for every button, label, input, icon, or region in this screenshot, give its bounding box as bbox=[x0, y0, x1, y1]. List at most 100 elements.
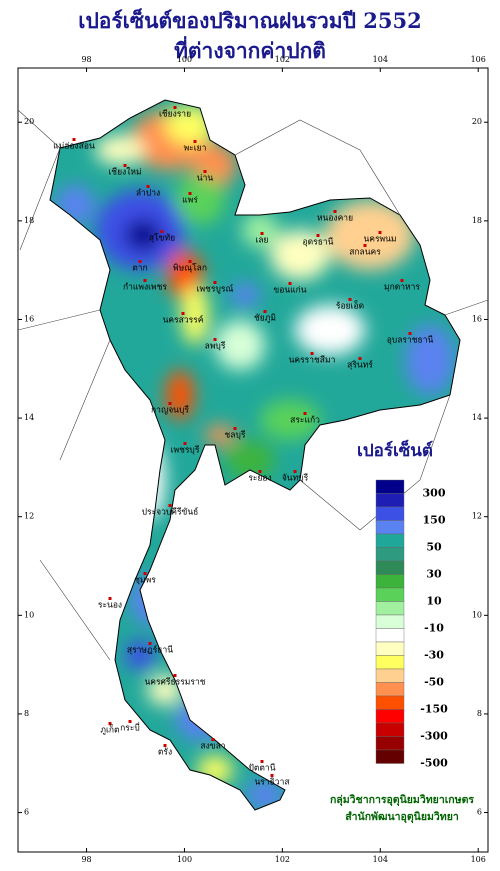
place-label: อุดรธานี bbox=[303, 237, 334, 248]
legend-swatch bbox=[375, 614, 405, 629]
legend-swatch bbox=[375, 682, 405, 697]
place-dot bbox=[293, 470, 297, 473]
legend-swatch bbox=[375, 547, 405, 562]
legend-swatch bbox=[375, 493, 405, 508]
y-tick-label: 18 bbox=[24, 216, 34, 225]
place-label: กำแพงเพชร bbox=[123, 283, 167, 293]
place-dot bbox=[183, 442, 187, 445]
place-dot bbox=[168, 504, 172, 507]
place-dot bbox=[316, 234, 320, 237]
x-tick-label: 106 bbox=[471, 55, 486, 64]
legend-swatch bbox=[375, 695, 405, 710]
legend: เปอร์เซ็นต์ 300 150 50 30 10 -10 -30 -50 -150 -30… bbox=[357, 438, 448, 770]
place-dot bbox=[148, 642, 152, 645]
legend-swatch bbox=[375, 520, 405, 535]
place-dot bbox=[108, 722, 112, 725]
legend-label: -150 bbox=[420, 703, 448, 716]
place-label: แพร่ bbox=[182, 196, 198, 206]
place-dot bbox=[260, 760, 264, 763]
place-dot bbox=[193, 140, 197, 143]
place-dot bbox=[123, 164, 127, 167]
legend-swatch bbox=[375, 722, 405, 737]
place-label: ชุมพร bbox=[134, 576, 156, 586]
country-border bbox=[49, 99, 461, 811]
place-label: เลย bbox=[255, 236, 268, 246]
place-label: ขอนแก่น bbox=[273, 286, 306, 296]
legend-label: 30 bbox=[426, 568, 442, 581]
legend-label: 10 bbox=[426, 595, 442, 608]
title-line: เปอร์เซ็นต์ของปริมาณฝนรวมปี 2552 bbox=[78, 7, 421, 33]
place-label: นครพนม bbox=[363, 235, 396, 245]
place-dot bbox=[213, 281, 217, 284]
x-tick-label: 102 bbox=[275, 55, 290, 64]
y-tick-label: 8 bbox=[477, 709, 482, 718]
place-label: กระบี่ bbox=[120, 722, 140, 734]
place-dot bbox=[72, 138, 76, 141]
legend-swatch bbox=[375, 655, 405, 670]
credit: กลุ่มวิชาการอุตุนิยมวิทยาเกษตร bbox=[330, 794, 474, 807]
place-label: นครสวรรค์ bbox=[163, 315, 204, 326]
place-dot bbox=[233, 427, 237, 430]
place-dot bbox=[270, 774, 274, 777]
place-dot bbox=[260, 232, 264, 235]
place-label: ประจวบคีรีขันธ์ bbox=[142, 507, 199, 518]
y-tick-label: 14 bbox=[24, 413, 34, 422]
legend-label: 50 bbox=[426, 541, 442, 554]
place-label: ระยอง bbox=[248, 474, 271, 484]
legend-swatch bbox=[375, 506, 405, 521]
place-dot bbox=[263, 310, 267, 313]
y-tick-label: 12 bbox=[24, 512, 34, 521]
x-tick-label: 98 bbox=[81, 855, 91, 864]
y-tick-label: 6 bbox=[24, 808, 29, 817]
place-dot bbox=[348, 298, 352, 301]
legend-label: -50 bbox=[424, 676, 444, 689]
place-label: หนองคาย bbox=[317, 214, 353, 224]
y-tick-label: 16 bbox=[24, 314, 34, 323]
y-tick-label: 14 bbox=[472, 413, 482, 422]
y-tick-label: 20 bbox=[472, 117, 482, 126]
y-tick-label: 18 bbox=[472, 216, 482, 225]
legend-swatch bbox=[375, 668, 405, 683]
place-label: สุราษฎร์ธานี bbox=[127, 645, 173, 656]
x-tick-label: 100 bbox=[177, 855, 192, 864]
rain-field bbox=[55, 105, 455, 810]
place-dot bbox=[363, 244, 367, 247]
legend-swatch bbox=[375, 601, 405, 616]
place-label: ร้อยเอ็ด bbox=[336, 300, 364, 312]
legend-swatch bbox=[375, 533, 405, 548]
place-dot bbox=[188, 192, 192, 195]
place-label: นครราชสีมา bbox=[289, 355, 336, 366]
legend-swatch bbox=[375, 574, 405, 589]
place-label: พะเยา bbox=[184, 144, 207, 154]
place-label: สงขลา bbox=[200, 742, 225, 752]
place-dot bbox=[173, 106, 177, 109]
y-tick-label: 20 bbox=[24, 117, 34, 126]
place-dot bbox=[378, 231, 382, 234]
credit: สำนักพัฒนาอุตุนิยมวิทยา bbox=[345, 811, 459, 824]
legend-swatch bbox=[375, 560, 405, 575]
place-dot bbox=[143, 279, 147, 282]
y-tick-label: 12 bbox=[472, 512, 482, 521]
place-dot bbox=[108, 597, 112, 600]
place-dot bbox=[358, 357, 362, 360]
place-label: พิษณุโลก bbox=[173, 263, 207, 274]
place-dot bbox=[128, 720, 132, 723]
place-label: อุบลราชธานี bbox=[387, 335, 434, 346]
legend-swatch bbox=[375, 641, 405, 656]
y-tick-label: 10 bbox=[24, 610, 34, 619]
place-label: ตรัง bbox=[158, 748, 172, 758]
place-dot bbox=[400, 279, 404, 282]
place-label: นราธิวาส bbox=[254, 778, 290, 788]
place-label: เชียงใหม่ bbox=[108, 167, 141, 178]
legend-swatch bbox=[375, 749, 405, 764]
place-label: น่าน bbox=[197, 174, 214, 184]
place-label: สระแก้ว bbox=[290, 415, 320, 426]
place-label: ลพบุรี bbox=[205, 341, 226, 352]
legend-label: 300 bbox=[423, 487, 446, 500]
place-dot bbox=[258, 470, 262, 473]
y-tick-label: 8 bbox=[24, 709, 29, 718]
place-dot bbox=[138, 260, 142, 263]
place-label: เพชรบูรณ์ bbox=[197, 284, 234, 295]
